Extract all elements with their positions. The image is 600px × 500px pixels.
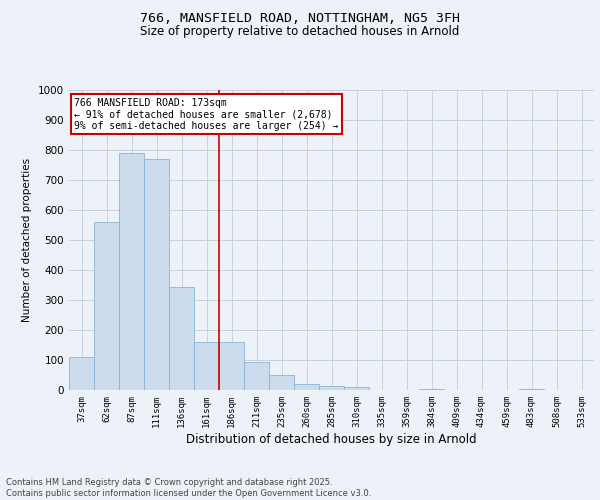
Y-axis label: Number of detached properties: Number of detached properties	[22, 158, 32, 322]
Text: Contains HM Land Registry data © Crown copyright and database right 2025.
Contai: Contains HM Land Registry data © Crown c…	[6, 478, 371, 498]
Bar	[519, 388, 544, 390]
Bar	[69, 357, 94, 390]
Text: Size of property relative to detached houses in Arnold: Size of property relative to detached ho…	[140, 25, 460, 38]
Bar	[419, 388, 444, 390]
Bar	[319, 386, 344, 390]
Bar	[269, 375, 294, 390]
Text: 766, MANSFIELD ROAD, NOTTINGHAM, NG5 3FH: 766, MANSFIELD ROAD, NOTTINGHAM, NG5 3FH	[140, 12, 460, 26]
Bar	[244, 362, 269, 390]
Bar	[294, 384, 319, 390]
Bar	[344, 387, 369, 390]
Bar	[119, 153, 144, 390]
Bar	[194, 342, 219, 390]
Bar	[94, 222, 119, 390]
Bar	[169, 286, 194, 390]
Bar	[144, 159, 169, 390]
Bar	[219, 342, 244, 390]
X-axis label: Distribution of detached houses by size in Arnold: Distribution of detached houses by size …	[186, 432, 477, 446]
Text: 766 MANSFIELD ROAD: 173sqm
← 91% of detached houses are smaller (2,678)
9% of se: 766 MANSFIELD ROAD: 173sqm ← 91% of deta…	[74, 98, 338, 130]
